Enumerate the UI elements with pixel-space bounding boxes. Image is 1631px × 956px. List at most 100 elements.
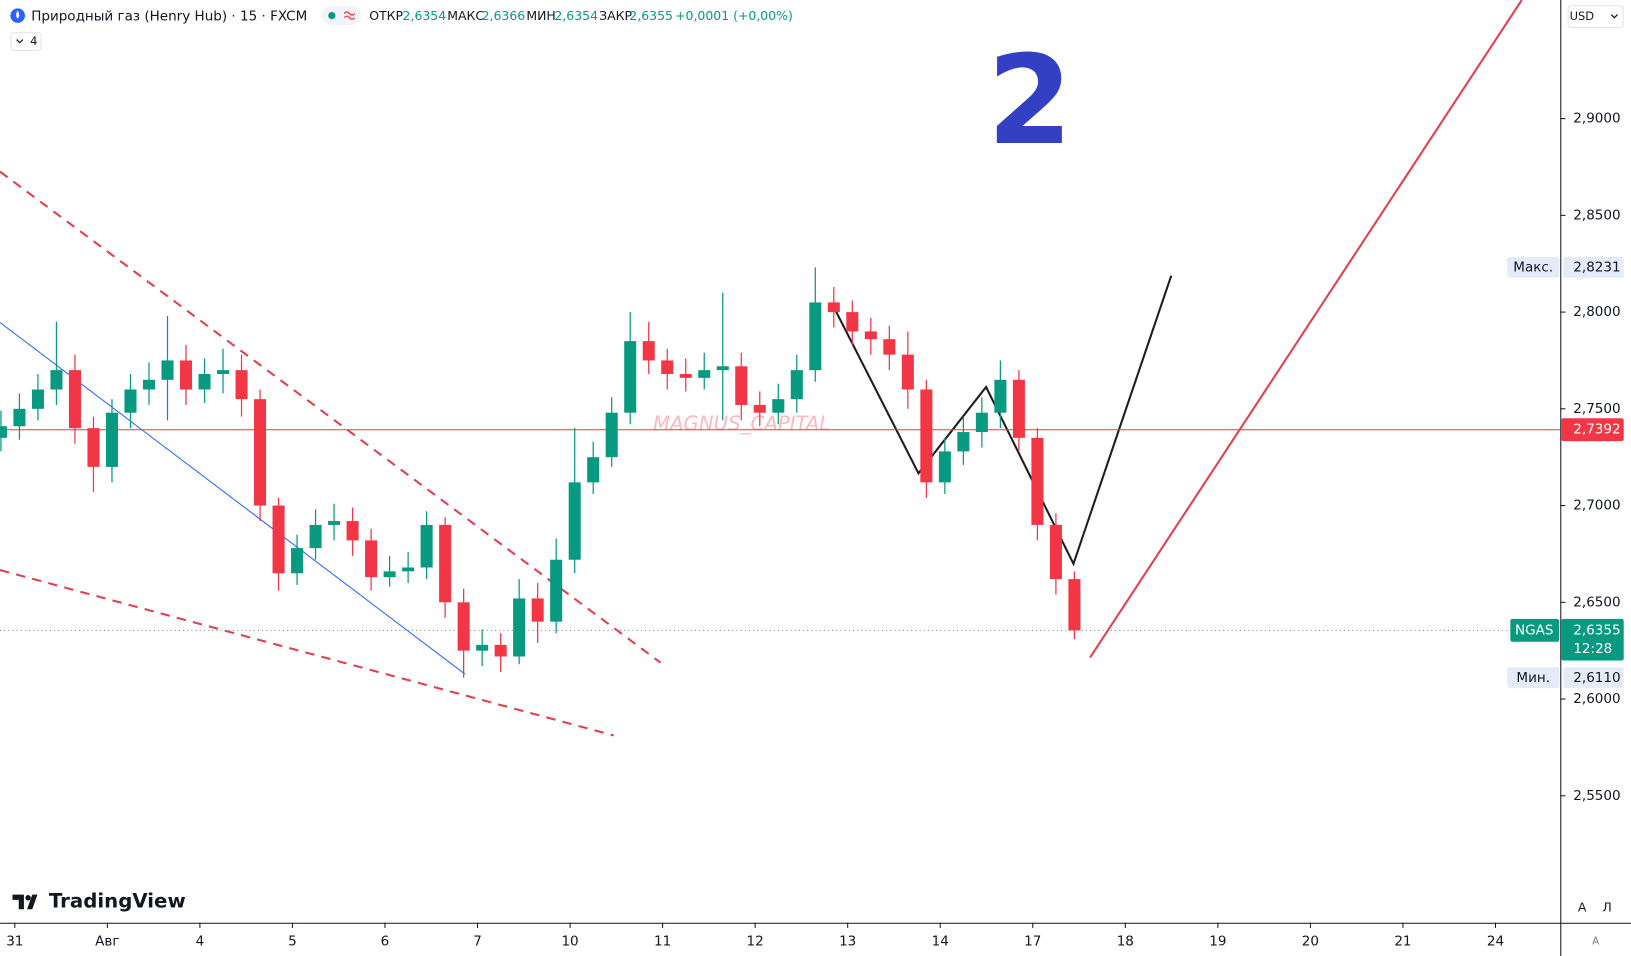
candle-body	[920, 389, 933, 483]
candle-body	[957, 432, 970, 452]
target-line	[1089, 0, 1523, 659]
candle-body	[642, 341, 655, 361]
x-tick-label: 4	[196, 933, 205, 949]
legend-key: ЗАКР	[599, 8, 632, 23]
candle-body	[457, 602, 470, 651]
candle-body	[161, 360, 174, 380]
candle-body	[365, 540, 378, 578]
logo-dot	[25, 895, 31, 901]
candle-body	[254, 399, 267, 506]
candle-body	[476, 644, 489, 651]
price-label-box	[1563, 256, 1624, 278]
candle-body	[772, 399, 785, 413]
y-tick-label: 2,8000	[1573, 304, 1620, 320]
currency-button[interactable]	[1567, 5, 1624, 29]
y-tick-label: 2,6000	[1573, 691, 1620, 707]
candle-body	[883, 339, 896, 355]
candle-body	[50, 370, 63, 390]
status-pill	[321, 6, 361, 25]
candle-body	[494, 644, 507, 657]
candle-body	[550, 559, 563, 622]
wave-number: 2	[987, 29, 1072, 172]
y-tick-label: 2,9000	[1573, 111, 1620, 127]
candle-body	[568, 482, 581, 560]
candle-body	[790, 370, 803, 400]
candle-body	[846, 312, 859, 332]
legend-value: 2,6354	[403, 8, 447, 23]
candle-body	[328, 521, 341, 525]
candle-body	[13, 408, 26, 427]
candle-body	[864, 331, 877, 340]
logo-text: TradingView	[49, 889, 186, 912]
candle-body	[735, 366, 748, 405]
candle-body	[124, 389, 137, 413]
legend-key: ОТКР	[369, 8, 403, 23]
x-tick-label: 13	[839, 933, 856, 949]
candle-body	[272, 505, 285, 574]
x-tick-label: 20	[1302, 933, 1319, 949]
price-label-tag	[1507, 667, 1560, 689]
y-tick-label: 2,7000	[1573, 498, 1620, 514]
candle-body	[716, 366, 729, 371]
x-tick-label: 7	[473, 933, 482, 949]
candle-body	[1031, 437, 1044, 525]
last-price-tag	[1561, 618, 1624, 661]
y-tick-label: 2,8500	[1573, 207, 1620, 223]
horizontal-line-tag	[1561, 418, 1624, 442]
legend-value: 2,6354	[554, 8, 598, 23]
candle-body	[1049, 524, 1062, 580]
legend-value: 2,6355	[629, 8, 673, 23]
candle-body	[142, 379, 156, 390]
candle-body	[179, 360, 193, 390]
candle-body	[420, 524, 433, 568]
y-tick-label: 2,7500	[1573, 401, 1620, 417]
x-tick-label: Авг	[95, 933, 119, 949]
x-tick-label: 21	[1394, 933, 1411, 949]
candle-body	[1068, 579, 1081, 631]
candle-body	[291, 548, 304, 574]
candle-body	[1012, 379, 1025, 438]
x-tick-label: 10	[561, 933, 578, 949]
candle-body	[531, 598, 544, 622]
auto-scale-button[interactable]: A	[1578, 900, 1587, 915]
candle-body	[605, 412, 618, 458]
chart-title: Природный газ (Henry Hub) · 15 · FXCM	[31, 9, 307, 25]
symbol-icon-drop	[16, 10, 20, 19]
candle-body	[31, 389, 44, 409]
candle-body	[439, 524, 452, 603]
log-scale-button[interactable]: Л	[1602, 900, 1611, 915]
corner-button[interactable]: A	[1592, 935, 1600, 947]
x-tick-label: 17	[1024, 933, 1041, 949]
delay-icon	[343, 11, 356, 20]
candle-body	[402, 567, 415, 572]
candle-body	[809, 302, 822, 371]
logo: TradingView	[12, 889, 186, 912]
candle-body	[994, 379, 1007, 413]
candle-body	[753, 404, 766, 413]
x-tick-label: 12	[747, 933, 764, 949]
x-tick-label: 19	[1209, 933, 1226, 949]
candle-body	[68, 370, 81, 429]
currency-chevron	[1610, 14, 1618, 19]
candle-body	[235, 370, 248, 400]
candle-body	[901, 354, 914, 390]
candle-body	[383, 571, 396, 578]
x-tick-label: 18	[1117, 933, 1134, 949]
candle-body	[698, 370, 711, 378]
candle-body	[0, 426, 7, 438]
legend-key: МАКС	[447, 8, 484, 23]
last-price-label: 2,6355	[1573, 622, 1620, 638]
bar-countdown: 12:28	[1573, 641, 1612, 657]
candle-body	[827, 302, 840, 313]
symbol-tag	[1510, 618, 1560, 642]
price-label-box	[1563, 667, 1624, 689]
indicators-button[interactable]	[10, 32, 42, 51]
y-tick-label: 2,6500	[1573, 594, 1620, 610]
candle-body	[513, 598, 526, 657]
wave-projection	[834, 275, 1173, 567]
candle-body	[198, 373, 211, 390]
candle-body	[309, 524, 322, 549]
price-label-name: Мин.	[1516, 670, 1550, 686]
